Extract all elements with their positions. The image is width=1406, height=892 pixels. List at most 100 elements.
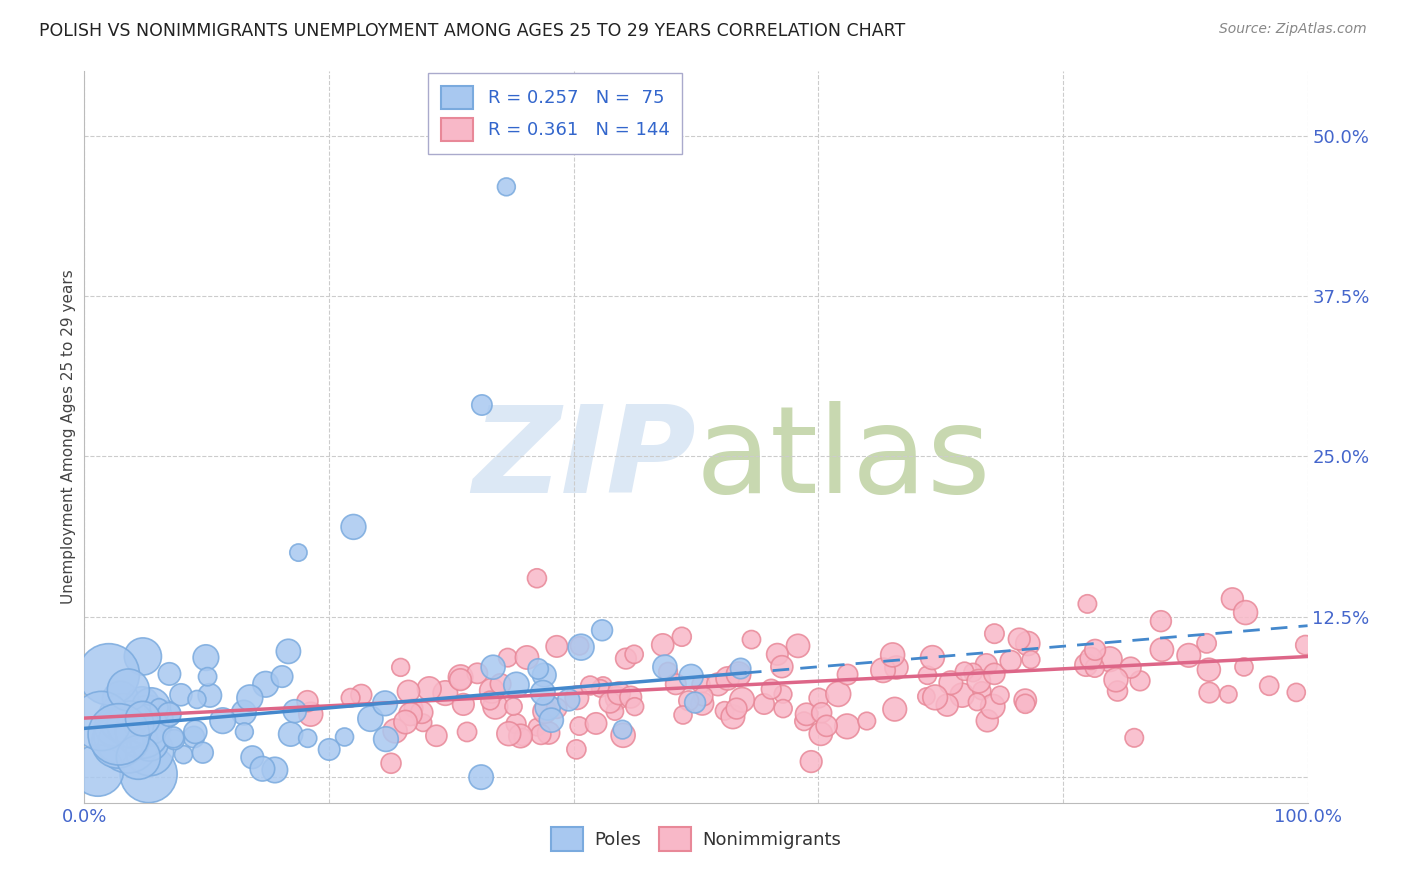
Point <box>716 672 738 686</box>
Point <box>855 714 877 728</box>
Point <box>339 690 361 705</box>
Point <box>350 688 373 702</box>
Point <box>1084 661 1107 675</box>
Point <box>138 767 160 781</box>
Point <box>537 726 560 740</box>
Point <box>837 719 859 733</box>
Point <box>953 665 976 679</box>
Point <box>592 679 614 693</box>
Point <box>411 706 433 720</box>
Point <box>284 704 307 718</box>
Point <box>1233 660 1256 674</box>
Point <box>157 667 180 681</box>
Point <box>136 713 159 727</box>
Point <box>936 698 959 713</box>
Point <box>800 755 823 769</box>
Point <box>264 763 287 777</box>
Point <box>988 688 1011 702</box>
Point <box>481 683 503 698</box>
Point <box>1258 679 1281 693</box>
Point <box>132 649 155 664</box>
Point <box>950 688 973 702</box>
Point <box>721 710 744 724</box>
Point <box>394 714 416 729</box>
Point <box>148 700 170 714</box>
Point <box>287 545 309 559</box>
Point <box>456 725 478 739</box>
Point <box>374 732 396 747</box>
Point <box>761 682 783 697</box>
Point <box>970 683 993 698</box>
Point <box>198 689 221 703</box>
Point <box>1098 652 1121 666</box>
Point <box>211 714 233 728</box>
Point <box>496 650 519 665</box>
Point <box>1150 614 1173 628</box>
Point <box>402 701 425 715</box>
Point <box>651 638 673 652</box>
Point <box>1105 673 1128 687</box>
Point <box>725 701 748 715</box>
Point <box>967 674 990 689</box>
Point <box>495 179 517 194</box>
Point <box>450 670 472 684</box>
Point <box>184 725 207 739</box>
Point <box>111 730 134 744</box>
Point <box>599 695 621 709</box>
Point <box>374 696 396 710</box>
Point <box>533 668 555 682</box>
Point <box>280 727 302 741</box>
Point <box>772 701 794 715</box>
Point <box>471 398 494 412</box>
Point <box>1198 685 1220 699</box>
Point <box>141 700 163 714</box>
Point <box>502 699 524 714</box>
Point <box>297 731 319 746</box>
Point <box>796 707 818 722</box>
Point <box>678 694 700 708</box>
Point <box>1119 660 1142 674</box>
Point <box>131 724 153 739</box>
Point <box>479 693 502 707</box>
Point <box>384 723 406 738</box>
Point <box>1080 651 1102 665</box>
Point <box>752 697 775 711</box>
Point <box>568 639 591 653</box>
Point <box>170 688 193 702</box>
Point <box>467 666 489 681</box>
Point <box>418 681 440 696</box>
Point <box>526 571 548 585</box>
Point <box>138 745 160 759</box>
Point <box>766 648 789 662</box>
Point <box>983 666 1005 681</box>
Point <box>173 747 195 762</box>
Point <box>117 736 139 750</box>
Point <box>546 640 568 654</box>
Point <box>194 650 217 665</box>
Point <box>728 668 751 682</box>
Point <box>1129 673 1152 688</box>
Point <box>589 681 612 696</box>
Point <box>810 706 832 720</box>
Point <box>591 624 613 638</box>
Point <box>505 678 527 692</box>
Point <box>103 720 125 734</box>
Point <box>976 714 998 728</box>
Point <box>974 657 997 672</box>
Point <box>924 690 946 705</box>
Point <box>607 686 630 700</box>
Point <box>399 706 422 721</box>
Point <box>531 686 554 700</box>
Point <box>787 639 810 653</box>
Point <box>1000 654 1022 668</box>
Point <box>981 699 1004 714</box>
Point <box>537 700 560 714</box>
Point <box>277 644 299 658</box>
Point <box>434 686 457 700</box>
Point <box>565 742 588 756</box>
Point <box>772 687 794 701</box>
Point <box>97 667 120 681</box>
Point <box>1234 606 1257 620</box>
Point <box>730 661 752 675</box>
Point <box>872 663 894 677</box>
